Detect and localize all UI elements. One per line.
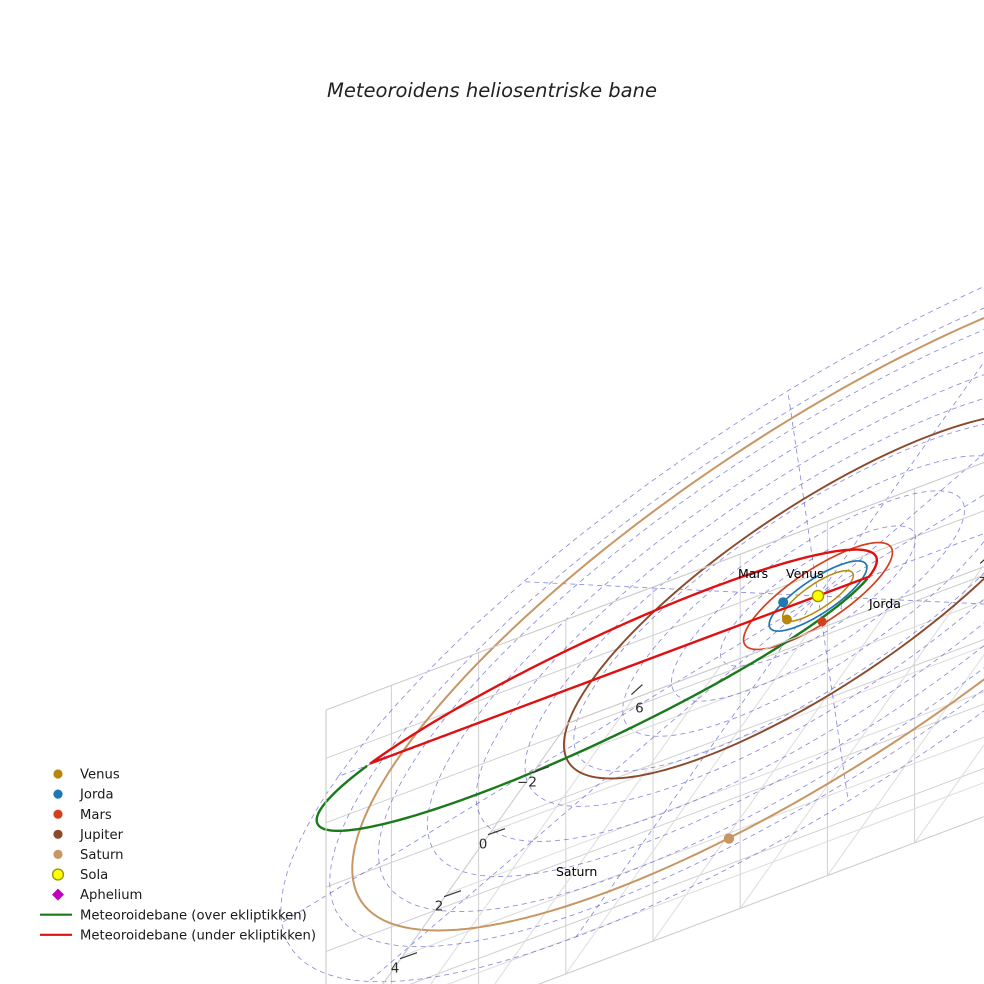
legend-label: Mars <box>80 808 112 823</box>
legend-item[interactable]: Saturn <box>53 848 124 863</box>
meteoroid-ground-dot <box>840 607 843 610</box>
y-axis-tick <box>531 766 550 774</box>
polar-grid-circle <box>378 329 984 913</box>
legend-diamond-swatch <box>52 888 64 901</box>
polar-grid-radial <box>523 581 819 597</box>
legend-marker-swatch <box>53 789 63 799</box>
orbit-jupiter <box>562 417 984 780</box>
legend-label: Venus <box>80 768 120 783</box>
polar-grid-radial <box>787 390 819 597</box>
gridline-back-wall <box>409 767 984 984</box>
annotation-mars: Mars <box>738 566 768 581</box>
gridline-back-wall <box>325 574 984 824</box>
legend-marker-swatch <box>51 868 65 881</box>
orbit-mars <box>742 541 894 651</box>
gridline-back-wall <box>325 639 984 888</box>
legend-label: Meteoroidebane (under ekliptikken) <box>80 928 316 943</box>
axis-spine <box>567 566 984 724</box>
marker-saturn[interactable] <box>723 833 735 844</box>
polar-grid-circle <box>426 351 984 877</box>
annotation-jorda: Jorda <box>868 596 901 611</box>
gridline-back-wall <box>325 510 984 759</box>
polar-grid-radial <box>281 595 819 924</box>
meteoroid-ground-dot <box>850 597 853 600</box>
legend-item[interactable]: Mars <box>53 808 112 823</box>
marker-jorda[interactable] <box>778 597 789 608</box>
legend-item[interactable]: Jorda <box>53 788 114 803</box>
annotation-venus: Venus <box>786 566 824 581</box>
legend-item[interactable]: Meteoroidebane (over ekliptikken) <box>40 908 307 923</box>
y-axis-tick <box>487 828 506 836</box>
legend-item[interactable]: Jupiter <box>53 828 124 843</box>
y-axis-label: 0 <box>479 837 488 853</box>
legend-label: Jupiter <box>79 828 124 843</box>
polar-grid-radial <box>817 595 849 802</box>
legend-marker-swatch <box>53 809 63 819</box>
polar-grid-radial <box>817 533 984 597</box>
gridline-back-wall <box>325 703 984 952</box>
y-axis-label: 4 <box>391 961 400 977</box>
x-axis-label: −2 <box>978 569 984 585</box>
legend-label: Saturn <box>80 848 124 863</box>
legend-label: Sola <box>80 868 108 883</box>
page-title: Meteoroidens heliosentriske bane <box>327 79 657 102</box>
y-axis-label: 2 <box>435 899 444 915</box>
legend-marker-swatch <box>53 829 63 839</box>
gridline-floor <box>534 600 984 771</box>
gridline-floor <box>914 744 984 844</box>
polar-grid-circle <box>329 307 984 948</box>
axis-spines <box>325 461 984 984</box>
gridline-floor <box>402 736 984 957</box>
orbit-saturn <box>351 316 984 932</box>
legend-item[interactable]: Sola <box>51 868 109 883</box>
polar-grid-radial <box>817 595 984 605</box>
polar-grid-circle <box>475 374 984 842</box>
legend-item[interactable]: Meteoroidebane (under ekliptikken) <box>40 928 316 943</box>
legend-item[interactable]: Venus <box>53 768 120 783</box>
body-markers <box>723 589 827 844</box>
polar-grid <box>280 286 984 983</box>
y-axis-tick <box>443 890 462 898</box>
gridline-floor <box>490 645 984 833</box>
marker-sola[interactable] <box>811 589 825 603</box>
meteoroid-track-above-ecliptic <box>315 577 869 833</box>
marker-mars[interactable] <box>817 617 827 627</box>
polar-grid-circle <box>524 398 984 807</box>
y-axis-tick <box>399 952 418 960</box>
marker-venus[interactable] <box>781 614 792 625</box>
x-axis-tick <box>979 559 984 564</box>
legend-marker-swatch <box>53 769 63 779</box>
meteoroid-track-below-ecliptic <box>369 548 879 765</box>
legend-marker-swatch <box>53 849 63 860</box>
x-axis-tick <box>630 684 643 696</box>
axis-spine <box>537 816 984 984</box>
legend-label: Jorda <box>79 788 114 803</box>
annotation-saturn: Saturn <box>556 864 597 879</box>
axis-spine <box>382 722 569 984</box>
meteoroid-track <box>315 548 879 833</box>
legend-label: Aphelium <box>80 888 142 903</box>
legend-item[interactable]: Aphelium <box>52 888 142 903</box>
x-axis-label: 6 <box>635 701 644 717</box>
polar-grid-radial <box>817 361 984 597</box>
polar-grid-radial <box>575 595 819 938</box>
legend-label: Meteoroidebane (over ekliptikken) <box>80 908 307 923</box>
gridline-floor <box>446 691 984 895</box>
y-axis-label: −2 <box>517 775 537 791</box>
axis-spine <box>325 461 984 711</box>
gridline-floor <box>447 782 984 984</box>
